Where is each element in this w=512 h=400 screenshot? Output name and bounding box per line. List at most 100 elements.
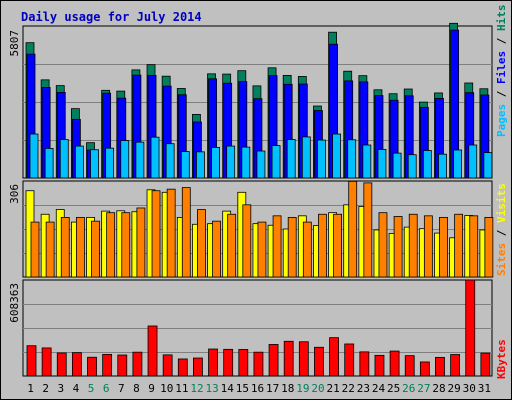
pages-bar (377, 149, 387, 179)
panel2-legend: Sites / Visits (495, 183, 508, 276)
kbytes-bar (193, 357, 203, 377)
x-tick-label: 6 (103, 382, 110, 395)
kbytes-bar (117, 354, 128, 377)
kbytes-bar (419, 361, 430, 377)
kbytes-bar (26, 345, 37, 377)
x-tick-label: 3 (58, 382, 65, 395)
sites-bar (454, 213, 464, 278)
sites-bar (212, 220, 221, 278)
sites-bar (363, 182, 373, 278)
x-tick-label: 18 (281, 382, 294, 395)
kbytes-bar (359, 351, 370, 377)
kbytes-bar (162, 354, 173, 377)
kbytes-bar (450, 354, 461, 377)
pages-bar (317, 139, 326, 179)
legend-pages: Pages (495, 104, 508, 137)
kbytes-bar (314, 346, 324, 377)
pages-bar (392, 152, 402, 179)
sites-bar (318, 213, 327, 278)
sites-bar (242, 204, 252, 278)
kbytes-bar (223, 348, 234, 377)
kbytes-bar (480, 352, 491, 377)
sites-bar (484, 216, 494, 278)
x-tick-label: 9 (148, 382, 155, 395)
kbytes-bar (87, 356, 97, 377)
x-tick-label: 11 (175, 382, 188, 395)
x-axis-labels: 1 2 3 4 5 6 7 8 9 10 11 12 13 14 15 16 17 18 19 20 21 22 23 24 2… (27, 382, 491, 395)
x-tick-label: 12 (190, 382, 203, 395)
kbytes-bar (71, 352, 82, 377)
legend-sites: Sites (495, 243, 508, 276)
kbytes-bar (147, 325, 158, 377)
pages-bar (44, 148, 54, 179)
pages-bar (241, 146, 251, 179)
sites-bar (257, 221, 267, 278)
x-tick-label: 16 (251, 382, 264, 395)
pages-bar (453, 149, 463, 179)
legend-kbytes: KBytes (495, 339, 508, 379)
pages-bar (468, 144, 478, 179)
x-tick-label: 20 (311, 382, 324, 395)
kbytes-bar (435, 356, 445, 377)
sites-bar (439, 216, 448, 278)
panel3-max-label: 608363 (8, 283, 21, 323)
legend-visits: Visits (495, 183, 508, 223)
pages-bar (422, 150, 432, 179)
pages-bar (90, 149, 99, 179)
x-tick-label: 22 (342, 382, 355, 395)
kbytes-bar (41, 347, 52, 377)
panel1-legend: Pages / Files / Hits (495, 5, 508, 138)
x-tick-label: 27 (417, 382, 430, 395)
visits-sites-panel (22, 180, 494, 278)
pages-bar (407, 154, 417, 179)
panel1-max-label: 5807 (8, 30, 21, 57)
x-tick-label: 14 (221, 382, 235, 395)
pages-bar (165, 143, 175, 179)
sites-bar (197, 209, 206, 278)
kbytes-bar (208, 348, 218, 377)
x-tick-label: 10 (160, 382, 173, 395)
x-tick-label: 28 (432, 382, 445, 395)
sites-bar (469, 215, 479, 278)
kbytes-bar (465, 279, 476, 377)
sites-bar (91, 220, 100, 278)
x-tick-label: 7 (118, 382, 125, 395)
kbytes-bar (389, 350, 400, 377)
sites-bar (181, 187, 191, 278)
legend-files: Files (495, 51, 508, 84)
kbytes-panel (22, 279, 493, 377)
x-tick-label: 2 (42, 382, 49, 395)
sites-bar (136, 207, 146, 278)
sites-bar (423, 215, 433, 278)
kbytes-bar (268, 344, 279, 377)
x-tick-label: 15 (236, 382, 249, 395)
pages-bar (226, 145, 236, 179)
kbytes-bar (253, 351, 264, 377)
sites-bar (333, 213, 342, 278)
pages-bar (196, 151, 205, 179)
x-tick-label: 8 (133, 382, 140, 395)
pages-bar (180, 151, 190, 179)
hits-files-pages-panel (22, 22, 493, 179)
kbytes-bar (329, 337, 339, 377)
panel3-legend: KBytes (495, 339, 508, 379)
pages-bar (332, 133, 341, 179)
pages-bar (105, 147, 115, 179)
pages-bar (74, 145, 84, 179)
pages-bar (362, 144, 372, 179)
x-tick-label: 13 (205, 382, 218, 395)
sites-bar (45, 221, 55, 278)
kbytes-bar (238, 349, 249, 377)
sites-bar (302, 221, 312, 278)
x-tick-label: 24 (372, 382, 386, 395)
pages-bar (347, 139, 357, 179)
x-tick-label: 21 (327, 382, 340, 395)
sites-bar (287, 216, 297, 278)
chart-title: Daily usage for July 2014 (21, 10, 202, 24)
pages-bar (211, 146, 220, 179)
pages-bar (256, 150, 266, 179)
sites-bar (121, 212, 131, 278)
kbytes-bar (177, 358, 188, 377)
